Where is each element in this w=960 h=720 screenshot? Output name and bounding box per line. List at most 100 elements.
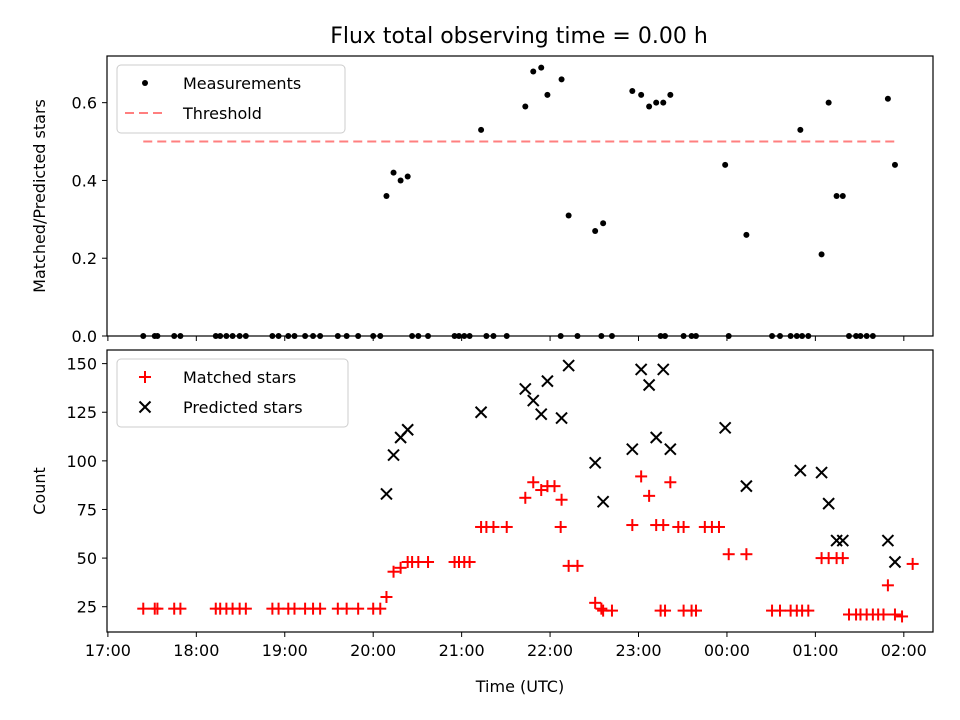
measurement-point [646, 103, 653, 110]
measurement-point [592, 228, 599, 234]
measurement-point [891, 161, 898, 168]
matched-star-marker [664, 476, 677, 489]
matched-star-marker [548, 480, 561, 493]
measurement-point [557, 333, 564, 339]
predicted-star-marker [588, 456, 602, 470]
measurement-point [377, 333, 384, 339]
measurement-point [390, 169, 397, 176]
measurement-point [154, 333, 161, 339]
predicted-star-marker [626, 442, 639, 456]
bottom-y-tick-label: 150 [66, 355, 97, 374]
predicted-star-marker [380, 487, 393, 501]
matched-star-marker [554, 520, 567, 533]
measurement-point [490, 333, 497, 339]
matched-star-marker [151, 602, 164, 615]
matched-star-marker [374, 602, 387, 615]
x-axis-label: Time (UTC) [475, 677, 564, 696]
measurement-point [653, 99, 660, 106]
measurement-point [743, 231, 750, 238]
measurement-point [370, 333, 377, 339]
measurement-point [455, 333, 462, 339]
measurement-point [317, 333, 324, 339]
measurement-point [769, 333, 776, 339]
measurement-point [269, 333, 276, 339]
bottom-axes-frame [106, 349, 934, 633]
measurement-point [680, 333, 687, 339]
legend-label: Predicted stars [183, 398, 303, 417]
matched-star-marker [802, 604, 815, 617]
bottom-y-tick-label: 125 [66, 403, 97, 422]
measurement-point [660, 99, 667, 106]
x-tick-label: 18:00 [173, 641, 219, 660]
measurement-point [845, 333, 852, 339]
matched-star-marker [387, 565, 400, 578]
legend-predicted-marker [138, 400, 152, 414]
matched-star-marker [906, 557, 919, 570]
top-y-tick-label: 0.4 [72, 171, 97, 190]
measurement-point [242, 333, 249, 339]
measurement-point [777, 333, 784, 339]
predicted-star-marker [541, 374, 554, 388]
x-tick-label: 17:00 [85, 641, 131, 660]
x-tick-label: 19:00 [262, 641, 308, 660]
legend-label: Measurements [183, 74, 301, 93]
top-y-tick-label: 0.2 [72, 249, 97, 268]
measurement-point [466, 333, 473, 339]
measurement-point [805, 333, 812, 339]
measurement-point [503, 333, 510, 339]
predicted-star-marker [794, 464, 807, 477]
measurement-point [355, 333, 362, 339]
measurement-point [797, 126, 804, 133]
x-tick-label: 01:00 [792, 641, 838, 660]
bottom-panel: 17:00 18:00 19:00 20:00 21:00 22:00 23:00 00:00… [30, 349, 934, 696]
matched-star-marker [635, 470, 648, 483]
matched-star-marker [487, 520, 500, 533]
matched-star-marker [881, 579, 894, 592]
predicted-star-marker [649, 431, 663, 444]
matched-star-marker [519, 491, 532, 504]
predicted-star-marker [555, 411, 568, 425]
matched-star-marker [689, 604, 702, 617]
measurement-point [629, 88, 636, 94]
predicted-star-marker [642, 378, 656, 392]
measurement-point [285, 333, 292, 339]
predicted-star-marker [535, 407, 548, 421]
matched-star-marker [597, 604, 610, 617]
measurement-point [565, 212, 572, 219]
x-tick-label: 20:00 [350, 641, 396, 660]
measurement-point [212, 333, 219, 339]
predicted-star-marker [815, 466, 828, 479]
predicted-star-marker [740, 479, 753, 493]
measurement-point [574, 333, 581, 339]
measurement-point [461, 333, 468, 339]
measurement-point [600, 220, 607, 227]
x-tick-label: 02:00 [881, 641, 927, 660]
bottom-y-tick-label: 25 [77, 598, 97, 617]
matched-star-marker [422, 555, 435, 568]
matched-star-marker [643, 489, 656, 502]
matched-star-marker [712, 520, 725, 533]
matched-star-marker [657, 519, 670, 532]
measurement-point [140, 333, 147, 339]
predicted-star-marker [474, 406, 488, 419]
matched-star-marker [672, 520, 685, 533]
measurement-point [662, 333, 669, 339]
bottom-plot-area [137, 359, 919, 623]
measurement-point [483, 333, 490, 339]
measurement-point [310, 333, 317, 339]
matched-star-marker [774, 604, 787, 617]
measurement-point [275, 333, 282, 339]
measurement-point [530, 68, 537, 75]
measurement-point [404, 173, 411, 180]
matched-star-marker [137, 602, 150, 615]
top-y-axis-label: Matched/Predicted stars [30, 99, 49, 293]
matched-star-marker [535, 484, 548, 497]
measurement-point [793, 333, 800, 339]
measurement-point [853, 333, 860, 339]
top-axes-frame [106, 55, 934, 337]
x-tick-label: 21:00 [439, 641, 485, 660]
bottom-legend: Matched stars Predicted stars [116, 358, 349, 428]
measurement-point [229, 333, 236, 339]
top-y-tick-label: 0.0 [72, 327, 97, 346]
top-panel: 0.0 0.2 0.4 0.6 Matched/Predicted stars Measu… [30, 55, 934, 346]
